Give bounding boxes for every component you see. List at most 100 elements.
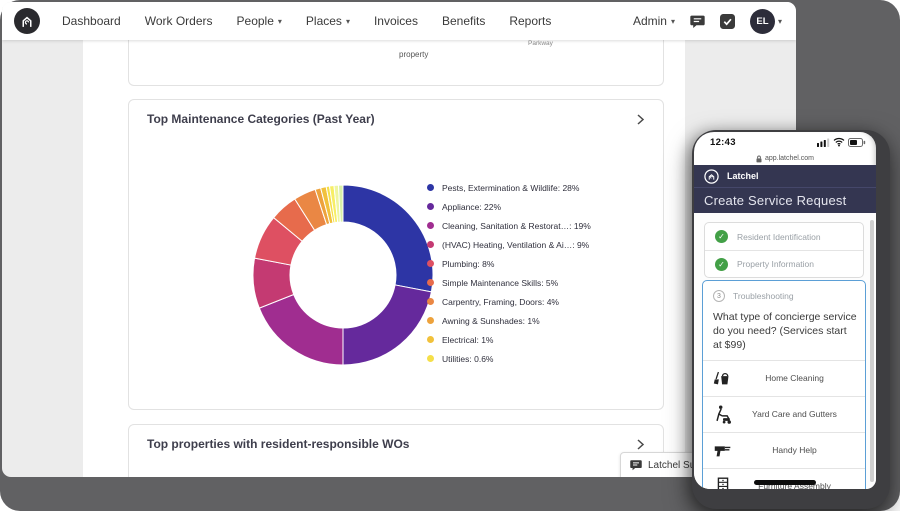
furniture-assembly-icon (712, 475, 734, 489)
messages-icon (690, 15, 705, 28)
question-text: What type of concierge service do you ne… (713, 311, 857, 352)
legend-label: Carpentry, Framing, Doors: 4% (442, 296, 559, 307)
tasks-button[interactable] (719, 13, 735, 29)
card-title: Top properties with resident-responsible… (147, 437, 410, 451)
service-option-home-cleaning[interactable]: Home Cleaning (703, 359, 865, 396)
legend-label: Awning & Sunshades: 1% (442, 315, 540, 326)
legend-item-pests-extermination-wildlife: Pests, Extermination & Wildlife: 28% (427, 178, 591, 197)
support-button-label: Latchel Support (648, 459, 719, 471)
legend-dot (427, 241, 434, 248)
legend-label: Utilities: 0.6% (442, 353, 494, 364)
donut-chart (252, 184, 434, 366)
expand-card-button[interactable] (635, 111, 649, 127)
legend-label: Pests, Extermination & Wildlife: 28% (442, 182, 580, 193)
legend-dot (427, 203, 434, 210)
top-navbar: Dashboard Work Orders People Places Invoices… (2, 2, 796, 40)
service-option-handy-help[interactable]: Handy Help (703, 431, 865, 468)
nav-item-dashboard[interactable]: Dashboard (62, 14, 121, 28)
nav-item-benefits[interactable]: Benefits (441, 14, 486, 28)
address-bar[interactable]: app.latchel.com (694, 152, 876, 165)
admin-menu[interactable]: Admin (633, 14, 675, 28)
check-circle-icon (715, 257, 728, 271)
latchel-logo-icon[interactable] (14, 8, 40, 34)
service-option-yard-care-and-gutters[interactable]: Yard Care and Gutters (703, 395, 865, 432)
house-icon (22, 16, 32, 27)
fragment-text: Parkway (528, 40, 553, 47)
nav-item-invoices[interactable]: Invoices (373, 14, 418, 28)
step-number-badge: 3 (713, 290, 725, 302)
user-menu[interactable]: EL (749, 8, 782, 34)
step-label: Property Information (737, 259, 815, 269)
fragment-text: property (399, 50, 429, 59)
legend-dot (427, 260, 434, 267)
legend-label: Plumbing: 8% (442, 258, 495, 269)
chat-icon (630, 460, 642, 471)
latchel-logo-icon (704, 168, 719, 184)
legend-dot (427, 336, 434, 343)
service-option-label: Handy Help (772, 445, 817, 456)
legend-dot (427, 317, 434, 324)
service-option-furniture-assembly[interactable]: Furniture Assembly (703, 467, 865, 489)
app-window: Dashboard Work Orders People Places Invoices… (2, 2, 796, 477)
legend-dot (427, 298, 434, 305)
check-circle-icon (715, 230, 728, 243)
legend-item-appliance: Appliance: 22% (427, 197, 591, 216)
donut-slice-pests-extermination-wildlife (342, 184, 434, 293)
donut-slice-cleaning-sanitation-restorat (258, 293, 344, 366)
nav-item-work-orders[interactable]: Work Orders (144, 14, 213, 28)
expand-card-button[interactable] (635, 436, 649, 452)
step-troubleshooting-header: 3 Troubleshooting (703, 281, 865, 302)
phone-app-name: Latchel (727, 171, 759, 181)
legend-label: (HVAC) Heating, Ventilation & Ai…: 9% (442, 239, 590, 250)
messages-button[interactable] (690, 14, 705, 29)
completed-steps: Resident Identification Property Informa… (704, 222, 864, 278)
home-cleaning-icon (712, 367, 734, 389)
handy-help-icon (712, 439, 734, 461)
legend-label: Appliance: 22% (442, 201, 502, 212)
step-property-information[interactable]: Property Information (705, 250, 863, 277)
legend-item-plumbing: Plumbing: 8% (427, 254, 591, 273)
main-nav: Dashboard Work Orders People Places Invoices… (62, 14, 551, 28)
legend-dot (427, 355, 434, 362)
step-resident-identification[interactable]: Resident Identification (705, 223, 863, 250)
chevron-right-icon (637, 113, 645, 125)
phone-mockup: 12:43 (692, 130, 890, 509)
legend-item-awning-sunshades: Awning & Sunshades: 1% (427, 311, 591, 330)
donut-slice-other (337, 184, 344, 223)
chart-legend: Pests, Extermination & Wildlife: 28% Appl… (427, 178, 591, 368)
card-title: Top Maintenance Categories (Past Year) (147, 112, 375, 126)
nav-item-people[interactable]: People (237, 14, 282, 28)
nav-right-cluster: Admin EL (633, 8, 782, 34)
address-url: app.latchel.com (764, 155, 815, 162)
legend-item-electrical: Electrical: 1% (427, 330, 591, 349)
wifi-icon (833, 137, 845, 147)
phone-app-header: Latchel (694, 165, 876, 188)
home-indicator[interactable] (754, 480, 816, 485)
chevron-right-icon (637, 438, 645, 450)
step-troubleshooting-card: 3 Troubleshooting What type of concierge… (702, 280, 866, 489)
maintenance-categories-card: Top Maintenance Categories (Past Year) P… (128, 99, 664, 410)
legend-item-simple-maintenance-skills: Simple Maintenance Skills: 5% (427, 273, 591, 292)
step-label: Troubleshooting (733, 291, 794, 301)
phone-title-bar: Create Service Request (694, 188, 876, 213)
nav-item-places[interactable]: Places (306, 14, 350, 28)
tasks-check-icon (719, 13, 735, 29)
donut-slice-appliance (342, 284, 432, 366)
avatar: EL (749, 8, 775, 34)
lock-icon (756, 155, 762, 162)
service-option-label: Home Cleaning (765, 373, 824, 384)
page-title: Create Service Request (704, 193, 847, 208)
service-option-label: Yard Care and Gutters (752, 409, 837, 420)
legend-dot (427, 279, 434, 286)
scrollbar[interactable] (870, 220, 874, 482)
cellular-signal-icon (817, 138, 830, 147)
legend-item-carpentry-framing-doors: Carpentry, Framing, Doors: 4% (427, 292, 591, 311)
legend-item-cleaning-sanitation-restorat: Cleaning, Sanitation & Restorat…: 19% (427, 216, 591, 235)
legend-item-utilities: Utilities: 0.6% (427, 349, 591, 368)
phone-status-bar: 12:43 (694, 132, 876, 152)
nav-item-reports[interactable]: Reports (509, 14, 552, 28)
yard-care-icon (712, 403, 734, 425)
legend-dot (427, 184, 434, 191)
status-time: 12:43 (710, 136, 736, 148)
